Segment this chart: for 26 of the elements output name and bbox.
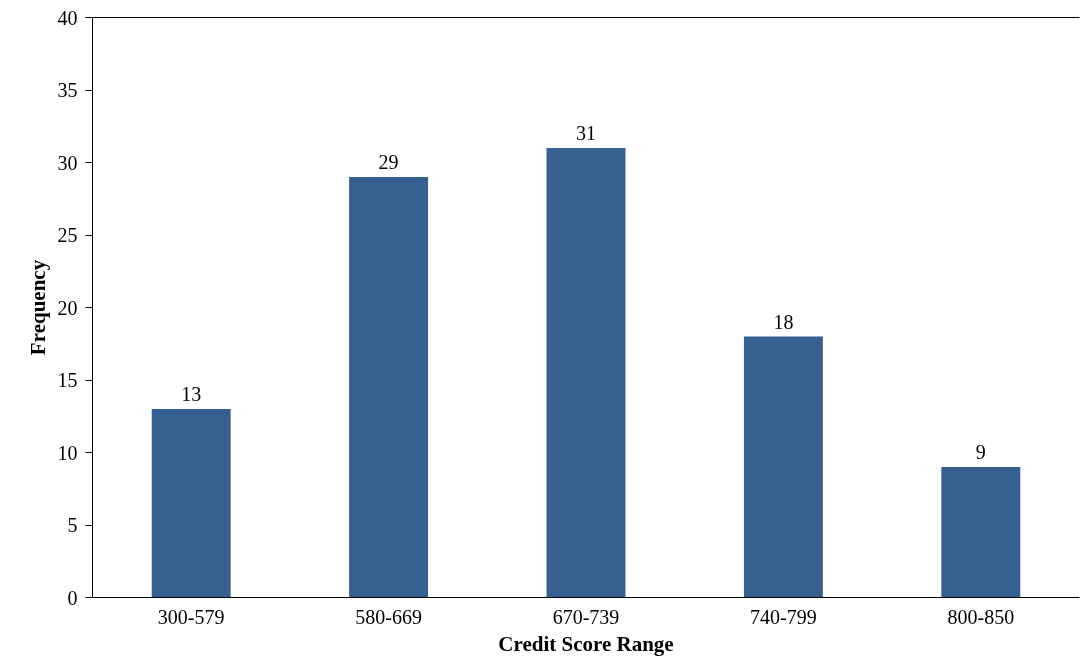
y-tick-label: 20: [57, 296, 78, 319]
data-label: 31: [576, 122, 596, 144]
y-tick-label: 15: [57, 369, 78, 391]
x-tick-label: 740-799: [750, 605, 817, 628]
y-tick-label: 25: [57, 224, 78, 246]
y-tick-label: 10: [57, 441, 78, 464]
y-tick-label: 30: [57, 151, 78, 174]
x-tick-label: 580-669: [355, 605, 422, 628]
data-label: 13: [181, 383, 202, 405]
bar: [941, 467, 1021, 598]
y-tick-label: 5: [67, 514, 78, 536]
x-tick-label: 300-579: [157, 605, 225, 628]
x-tick-label: 670-739: [552, 605, 620, 628]
y-tick-label: 35: [57, 79, 78, 101]
y-axis-title: Frequency: [25, 259, 50, 356]
y-tick-label: 0: [67, 586, 78, 609]
data-label: 18: [773, 310, 794, 333]
data-label: 29: [378, 151, 399, 173]
bar: [546, 148, 626, 598]
x-axis-title: Credit Score Range: [498, 631, 674, 656]
bar: [349, 177, 429, 598]
data-label: 9: [975, 441, 986, 463]
y-tick-label: 40: [57, 6, 78, 29]
x-tick-label: 800-850: [947, 605, 1015, 628]
bar: [743, 336, 823, 598]
bar: [151, 409, 231, 598]
